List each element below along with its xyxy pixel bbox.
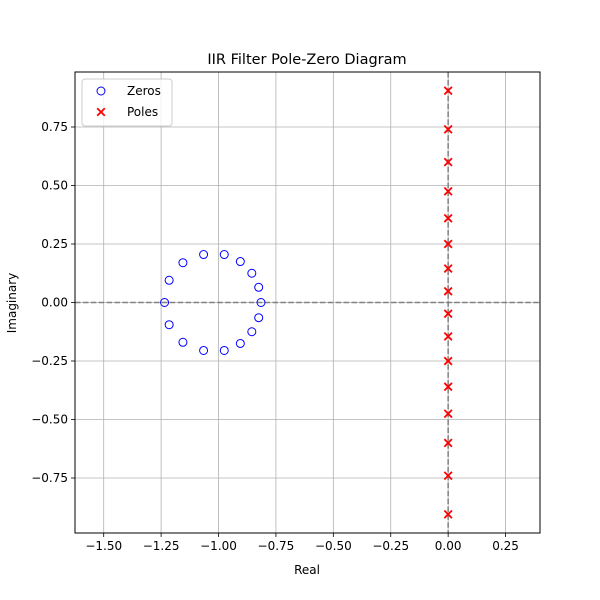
zeros-point — [235, 257, 245, 267]
poles-legend-marker — [96, 107, 106, 117]
zeros-legend-marker — [96, 86, 106, 96]
poles-point — [443, 86, 453, 96]
zeros-point — [199, 250, 209, 260]
zeros-point — [254, 313, 264, 323]
plot-area: −1.50 −1.25 −1.00 −0.75 −0.50 −0.25 0.00 0.25 0.… — [31, 71, 541, 553]
poles-point — [443, 509, 453, 519]
zeros-point — [254, 282, 264, 292]
poles-point — [443, 382, 453, 392]
poles-point — [443, 331, 453, 341]
zeros-point — [219, 250, 229, 260]
x-tick-label: −0.75 — [258, 539, 295, 553]
poles-point — [443, 356, 453, 366]
y-tick-label: −0.25 — [31, 354, 68, 368]
zeros-point — [178, 258, 188, 268]
poles-point — [443, 471, 453, 481]
y-axis-label: Imaginary — [5, 273, 19, 334]
poles-point — [443, 239, 453, 249]
legend: Zeros Poles — [81, 78, 173, 127]
y-tick-label: −0.50 — [31, 413, 68, 427]
poles-point — [443, 213, 453, 223]
poles-point — [443, 409, 453, 419]
poles-point — [443, 157, 453, 167]
zeros-point — [199, 345, 209, 355]
x-tick-label: 0.00 — [435, 539, 462, 553]
x-axis-label: Real — [294, 563, 320, 577]
poles-point — [443, 286, 453, 296]
zeros-point — [178, 337, 188, 347]
zeros-point — [219, 345, 229, 355]
zeros-point — [247, 268, 257, 278]
x-tick-label: 0.25 — [492, 539, 519, 553]
zeros-point — [256, 298, 266, 307]
x-tick-label: −1.25 — [143, 539, 180, 553]
zeros-point — [247, 327, 257, 337]
poles-point — [443, 124, 453, 134]
zeros-point — [235, 338, 245, 348]
zeros-point — [160, 298, 170, 307]
zeros-point — [164, 320, 174, 330]
legend-label-zeros: Zeros — [127, 84, 161, 98]
poles-point — [443, 264, 453, 274]
x-tick-label: −1.00 — [200, 539, 237, 553]
y-tick-label: 0.75 — [41, 120, 68, 134]
x-tick-label: −1.50 — [85, 539, 122, 553]
y-tick-label: 0.50 — [41, 178, 68, 192]
poles-point — [443, 186, 453, 196]
y-tick-label: 0.00 — [41, 296, 68, 310]
legend-label-poles: Poles — [127, 105, 158, 119]
y-tick-label: −0.75 — [31, 471, 68, 485]
x-tick-label: −0.25 — [372, 539, 409, 553]
poles-point — [443, 438, 453, 448]
y-tick-label: 0.25 — [41, 237, 68, 251]
poles-point — [443, 309, 453, 319]
zeros-point — [164, 275, 174, 285]
chart-title: IIR Filter Pole-Zero Diagram — [207, 52, 406, 68]
x-tick-label: −0.50 — [315, 539, 352, 553]
